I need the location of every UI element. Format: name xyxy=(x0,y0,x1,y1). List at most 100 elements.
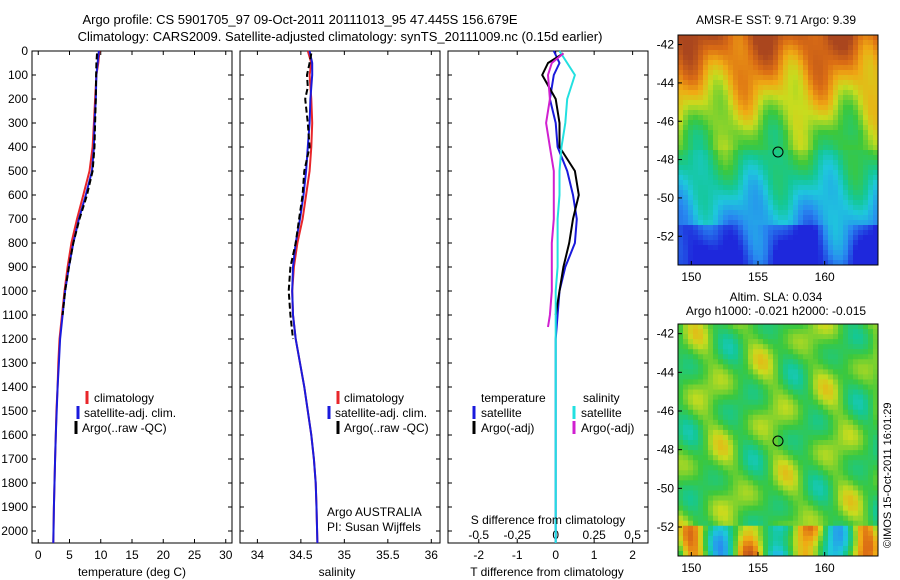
x2-tick-label: -0.25 xyxy=(504,528,532,542)
map-lat-tick-label: -48 xyxy=(657,443,675,457)
legend2-climatology: climatology xyxy=(344,391,404,405)
map-lat-tick-label: -52 xyxy=(657,229,675,243)
sla-map-panel: Altim. SLA: 0.034 Argo h1000: -0.021 h20… xyxy=(657,290,879,575)
depth-tick-label: 700 xyxy=(8,212,28,226)
x-tick-label: 25 xyxy=(188,548,202,562)
sla-heatmap xyxy=(678,324,879,557)
legend-satellite: satellite-adj. clim. xyxy=(84,406,176,420)
depth-tick-label: 900 xyxy=(8,260,28,274)
series-line-satellite-adj-clim xyxy=(291,50,319,544)
map-lat-tick-label: -44 xyxy=(657,76,675,90)
map-lon-tick-label: 150 xyxy=(681,561,701,575)
x2-tick-label: 0.25 xyxy=(582,528,606,542)
x-tick-label: 36 xyxy=(425,548,439,562)
x-tick-label: 35.5 xyxy=(376,548,400,562)
credit-pi: PI: Susan Wijffels xyxy=(327,520,421,534)
legend2-argo: Argo(..raw -QC) xyxy=(344,421,429,435)
x-tick-label: 20 xyxy=(157,548,171,562)
difference-axes-frame xyxy=(447,50,649,544)
sst-map-panel: AMSR-E SST: 9.71 Argo: 9.39 -42 -44 -46 -48… xyxy=(657,13,879,284)
depth-tick-label: 1700 xyxy=(1,452,28,466)
temperature-panel: 0100200300400500600700800900100011001200… xyxy=(1,44,648,579)
salinity-axes-frame xyxy=(239,50,441,544)
difference-panel: -2 -1 0 1 2 -0.5 -0.25 0 0.25 0.5 T difference f… xyxy=(447,50,649,579)
x-tick-label: 2 xyxy=(629,548,636,562)
difference-legend: temperature satellite Argo(-adj) salinit… xyxy=(472,391,634,435)
x2-tick-label: -0.5 xyxy=(468,528,489,542)
series-line-climatology xyxy=(291,50,319,544)
x2-tick-label: 0.5 xyxy=(624,528,641,542)
legend3-temp-head: temperature xyxy=(481,391,546,405)
title-line-2: Climatology: CARS2009. Satellite-adjuste… xyxy=(78,29,603,44)
map-lat-tick-label: -50 xyxy=(657,481,675,495)
sst-heatmap xyxy=(678,35,879,266)
map-lat-tick-label: -50 xyxy=(657,191,675,205)
legend2-satellite: satellite-adj. clim. xyxy=(335,406,427,420)
sst-float-marker xyxy=(772,146,784,158)
depth-tick-label: 1100 xyxy=(2,308,28,322)
depth-tick-label: 1000 xyxy=(1,284,28,298)
depth-tick-label: 1500 xyxy=(1,404,28,418)
x-tick-label: 34.5 xyxy=(289,548,313,562)
legend3-satellite: satellite xyxy=(481,406,522,420)
series-line-argo-raw-qc xyxy=(61,53,98,316)
depth-tick-label: 400 xyxy=(8,140,28,154)
temperature-xlabel: temperature (deg C) xyxy=(78,565,186,579)
legend3-argo: Argo(-adj) xyxy=(481,421,534,435)
series-line-climatology xyxy=(52,50,101,544)
salinity-panel: 34 34.5 35 35.5 36 salinity climatology sate… xyxy=(239,50,441,579)
x-tick-label: 5 xyxy=(66,548,73,562)
difference-xlabel: T difference from climatology xyxy=(470,565,624,579)
x-tick-label: 0 xyxy=(35,548,42,562)
map-lon-tick-label: 155 xyxy=(748,270,768,284)
legend3-sal-satellite: satellite xyxy=(581,406,622,420)
x-tick-label: 34 xyxy=(251,548,265,562)
series-line-satellite-adj-clim xyxy=(52,50,100,544)
timestamp-stamp: ©IMOS 15-Oct-2011 16:01:29 xyxy=(882,403,894,548)
depth-tick-label: 300 xyxy=(8,116,28,130)
legend3-sal-head: salinity xyxy=(583,391,620,405)
depth-tick-label: 1800 xyxy=(1,476,28,490)
x-tick-label: 0 xyxy=(552,548,559,562)
series-line-salinity-argo-adj xyxy=(545,52,565,328)
x-tick-label: -1 xyxy=(512,548,523,562)
depth-tick-label: 200 xyxy=(8,92,28,106)
x-tick-label: 35 xyxy=(338,548,352,562)
depth-tick-label: 1300 xyxy=(1,356,28,370)
map-lat-tick-label: -42 xyxy=(657,38,675,52)
map-lat-tick-label: -46 xyxy=(657,114,675,128)
x-tick-label: 1 xyxy=(591,548,598,562)
series-line-salinity-satellite xyxy=(554,50,576,543)
map-lon-tick-label: 155 xyxy=(748,561,768,575)
legend-argo: Argo(..raw -QC) xyxy=(82,421,167,435)
title-line-1: Argo profile: CS 5901705_97 09-Oct-2011 … xyxy=(82,12,517,27)
sla-map-subtitle: Argo h1000: -0.021 h2000: -0.015 xyxy=(686,304,866,318)
salinity-xlabel: salinity xyxy=(319,565,356,579)
depth-tick-label: 1200 xyxy=(1,332,28,346)
legend3-sal-argo: Argo(-adj) xyxy=(581,421,634,435)
salinity-legend: climatology satellite-adj. clim. Argo(..… xyxy=(327,391,429,435)
map-lon-tick-label: 160 xyxy=(815,561,835,575)
series-line-temperature-argo-adj xyxy=(541,52,580,316)
legend-climatology: climatology xyxy=(94,391,154,405)
series-line-argo-raw-qc xyxy=(287,53,313,340)
series-line-temperature-satellite xyxy=(548,50,578,543)
sla-float-marker xyxy=(772,435,784,447)
x-tick-label: 30 xyxy=(219,548,233,562)
map-lon-tick-label: 160 xyxy=(815,270,835,284)
temperature-legend: climatology satellite-adj. clim. Argo(..… xyxy=(74,391,176,435)
depth-tick-label: 2000 xyxy=(1,524,28,538)
depth-tick-label: 800 xyxy=(8,236,28,250)
depth-tick-label: 0 xyxy=(21,44,28,58)
difference-x2label: S difference from climatology xyxy=(471,513,626,527)
credit-org: Argo AUSTRALIA xyxy=(327,505,422,519)
depth-tick-label: 100 xyxy=(8,68,28,82)
map-lat-tick-label: -46 xyxy=(657,404,675,418)
depth-tick-label: 1900 xyxy=(1,500,28,514)
x-tick-label: -2 xyxy=(473,548,484,562)
sst-map-frame xyxy=(677,34,879,266)
depth-tick-label: 600 xyxy=(8,188,28,202)
map-lon-tick-label: 150 xyxy=(681,270,701,284)
map-lat-tick-label: -48 xyxy=(657,153,675,167)
depth-tick-label: 1400 xyxy=(1,380,28,394)
